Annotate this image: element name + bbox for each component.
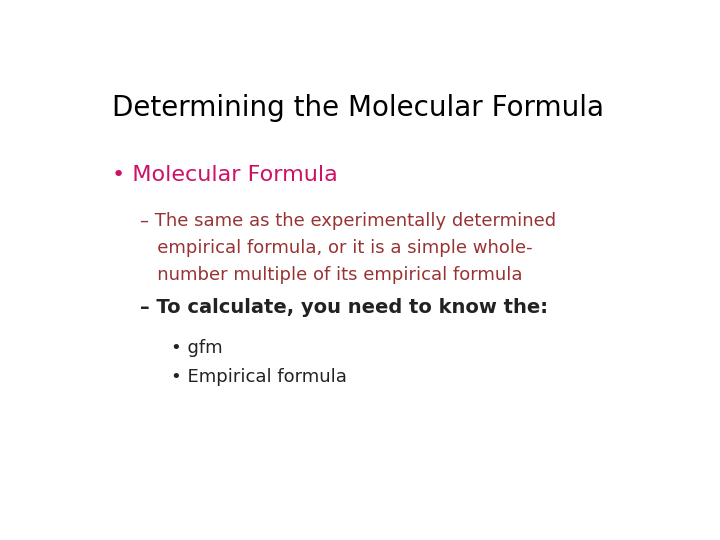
Text: – To calculate, you need to know the:: – To calculate, you need to know the: [140, 298, 548, 316]
Text: empirical formula, or it is a simple whole-: empirical formula, or it is a simple who… [140, 239, 533, 258]
Text: • gfm: • gfm [171, 339, 222, 357]
Text: • Empirical formula: • Empirical formula [171, 368, 347, 386]
Text: • Molecular Formula: • Molecular Formula [112, 165, 338, 185]
Text: number multiple of its empirical formula: number multiple of its empirical formula [140, 266, 523, 285]
Text: – The same as the experimentally determined: – The same as the experimentally determi… [140, 212, 557, 231]
Text: Determining the Molecular Formula: Determining the Molecular Formula [112, 94, 604, 122]
